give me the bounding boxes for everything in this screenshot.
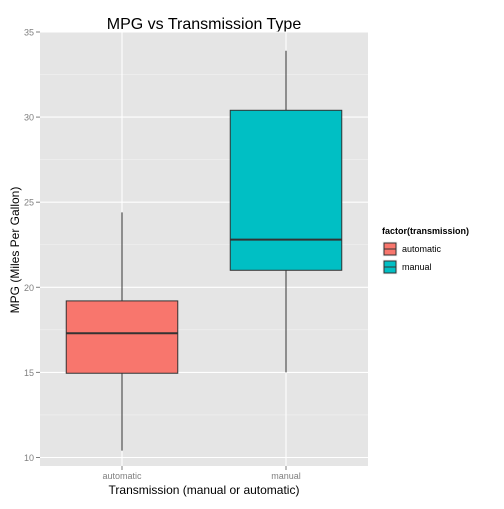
legend: factor(transmission) automatic manual: [381, 226, 469, 276]
y-tick-label: 15: [24, 368, 34, 378]
legend-label: manual: [402, 262, 432, 272]
x-tick-label: manual: [271, 471, 301, 481]
plot-area: 10 15 20 25 30 35 automatic manual: [24, 28, 368, 481]
legend-item-automatic: automatic: [381, 240, 442, 258]
box-manual: [229, 50, 343, 373]
legend-title: factor(transmission): [382, 226, 469, 236]
box-body: [229, 109, 343, 271]
y-tick-label: 30: [24, 113, 34, 123]
y-tick-label: 35: [24, 28, 34, 38]
y-tick-label: 25: [24, 198, 34, 208]
chart-title: MPG vs Transmission Type: [107, 16, 302, 33]
y-axis-label: MPG (Miles Per Gallon): [8, 187, 22, 314]
legend-item-manual: manual: [381, 258, 432, 276]
x-tick-label: automatic: [102, 471, 142, 481]
x-axis-label: Transmission (manual or automatic): [109, 483, 300, 497]
box-body: [65, 300, 179, 374]
box-automatic: [65, 212, 179, 451]
legend-label: automatic: [402, 244, 442, 254]
y-tick-label: 10: [24, 453, 34, 463]
y-tick-label: 20: [24, 283, 34, 293]
